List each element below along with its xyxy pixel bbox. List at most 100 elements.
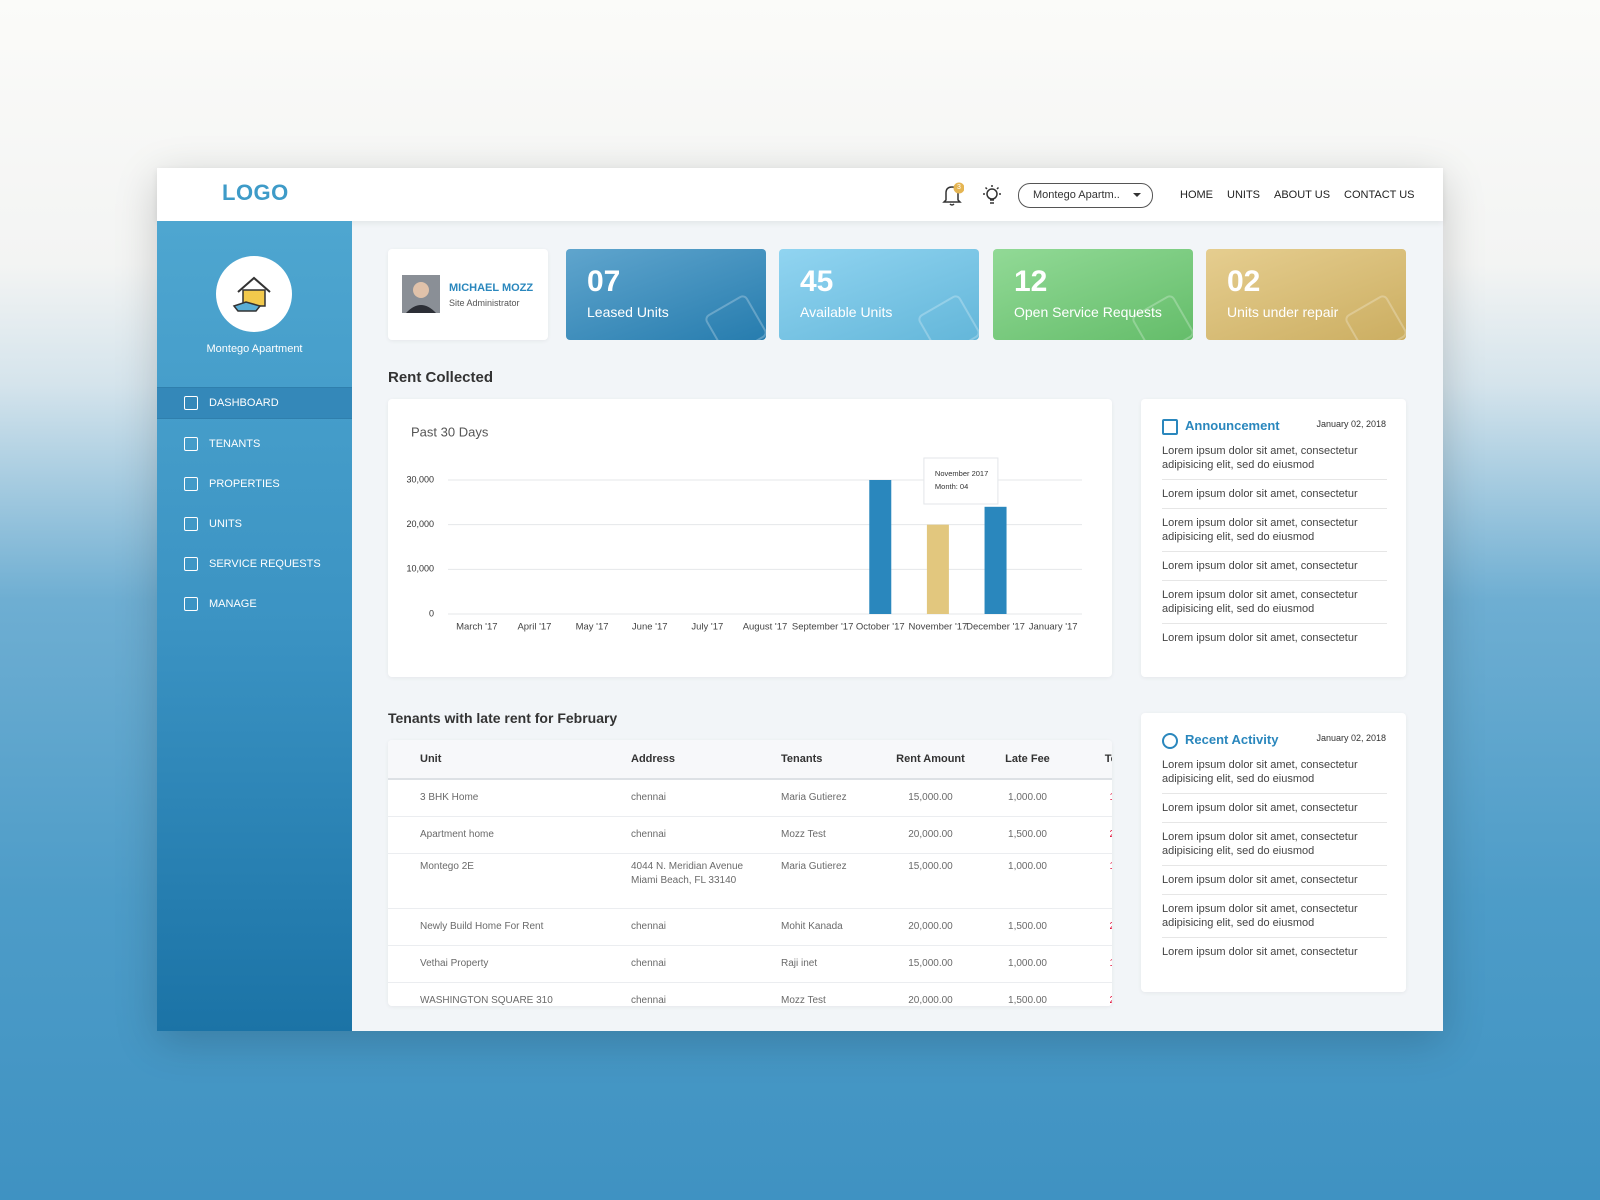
stat-watermark	[916, 293, 979, 340]
table-cell: Mozz Test	[780, 816, 882, 854]
table-cell: 1,000.00	[979, 853, 1076, 909]
x-tick-label: August '17	[743, 622, 788, 633]
menu-item[interactable]: DASHBOARD	[157, 387, 352, 419]
column-header: Late Fee	[979, 740, 1076, 780]
header	[157, 168, 1443, 221]
bar	[926, 524, 949, 614]
nav-link[interactable]: HOME	[1180, 189, 1213, 201]
table-cell: chennai	[630, 908, 780, 946]
menu-icon	[184, 597, 198, 611]
bar	[869, 480, 892, 614]
stat-value: 45	[800, 265, 834, 298]
chart-title: Past 30 Days	[411, 424, 489, 439]
list-item: Lorem ipsum dolor sit amet, consectetur	[1162, 794, 1387, 823]
x-tick-label: January '17	[1029, 622, 1078, 633]
panel-date: January 02, 2018	[1316, 733, 1386, 743]
table-row: Newly Build Home For Rent chennai Mohit Ka…	[388, 908, 1112, 946]
stat-card[interactable]: 07 Leased Units	[566, 249, 766, 340]
menu-item[interactable]: MANAGE	[157, 589, 352, 619]
table-cell: chennai	[630, 779, 780, 817]
stat-card[interactable]: 12 Open Service Requests	[993, 249, 1193, 340]
stat-label: Units under repair	[1227, 304, 1339, 320]
table-cell: Apartment home	[388, 816, 630, 854]
bulb-icon	[986, 188, 998, 200]
list-item: Lorem ipsum dolor sit amet, consectetur …	[1162, 895, 1387, 938]
stat-watermark	[1343, 293, 1406, 340]
menu-label: PROPERTIES	[209, 478, 280, 490]
notification-bell[interactable]	[940, 182, 964, 208]
menu-icon	[184, 477, 198, 491]
panel-icon	[1162, 733, 1178, 749]
table-cell: Vethai Property	[388, 945, 630, 983]
list-item: Lorem ipsum dolor sit amet, consectetur	[1162, 632, 1358, 644]
menu-label: TENANTS	[209, 438, 261, 450]
menu-icon	[184, 437, 198, 451]
panel-title: Recent Activity	[1185, 732, 1279, 747]
menu-item[interactable]: TENANTS	[157, 429, 352, 459]
table-cell: 16,000.00	[1076, 779, 1112, 817]
profile-name: MICHAEL MOZZ	[449, 282, 534, 294]
nav-link[interactable]: ABOUT US	[1274, 189, 1331, 201]
menu-icon	[184, 517, 198, 531]
table-cell: 21,500.00	[1076, 982, 1112, 1006]
table-cell: 3 BHK Home	[388, 779, 630, 817]
x-tick-label: June '17	[632, 622, 668, 633]
table-cell: 1,000.00	[979, 945, 1076, 983]
panel-date: January 02, 2018	[1316, 419, 1386, 429]
property-name: Montego Apartment	[206, 343, 303, 355]
x-tick-label: December '17	[966, 622, 1025, 633]
stat-watermark	[703, 293, 766, 340]
table-cell: chennai	[630, 982, 780, 1006]
table-cell: Maria Gutierez	[780, 853, 882, 909]
table-cell: chennai	[630, 945, 780, 983]
table-cell: 1,000.00	[979, 779, 1076, 817]
table-row: 3 BHK Home chennai Maria Gutierez 15,000.00…	[388, 779, 1112, 817]
photo-face	[413, 282, 429, 298]
table-cell: 20,000.00	[882, 908, 979, 946]
panel-icon	[1162, 419, 1178, 435]
stat-card[interactable]: 45 Available Units	[779, 249, 979, 340]
top-nav: HOME UNITS ABOUT US CONTACT US	[1180, 189, 1415, 201]
table-cell: Montego 2E	[388, 853, 630, 909]
bulb-rays	[983, 185, 1001, 204]
table-cell: Mohit Kanada	[780, 908, 882, 946]
stat-label: Leased Units	[587, 304, 669, 320]
bar	[984, 506, 1007, 614]
panel-title: Announcement	[1185, 418, 1280, 433]
list-item: Lorem ipsum dolor sit amet, consectetur …	[1162, 823, 1387, 866]
menu-item[interactable]: PROPERTIES	[157, 469, 352, 499]
table-row: Apartment home chennai Mozz Test 20,000.00 1…	[388, 816, 1112, 854]
table-cell: 1,500.00	[979, 816, 1076, 854]
badge-count: 3	[957, 184, 961, 191]
menu-label: SERVICE REQUESTS	[209, 558, 321, 570]
nav-link[interactable]: UNITS	[1227, 189, 1260, 201]
logo[interactable]: LOGO	[222, 180, 289, 205]
column-header: Address	[630, 740, 780, 780]
table-cell: 20,000.00	[882, 982, 979, 1006]
table-cell: WASHINGTON SQUARE 310	[388, 982, 630, 1006]
table-cell: Mozz Test	[780, 982, 882, 1006]
sidebar-menu: DASHBOARD TENANTS PROPERTIES UNITS SERVICE R…	[157, 387, 352, 629]
y-tick-label: 10,000	[406, 564, 434, 574]
column-header: Tenants	[780, 740, 882, 780]
menu-item[interactable]: UNITS	[157, 509, 352, 539]
y-tick-label: 20,000	[406, 519, 434, 529]
table-row: WASHINGTON SQUARE 310 chennai Mozz Test 20,…	[388, 982, 1112, 1006]
table-cell: 4044 N. Meridian Avenue Miami Beach, FL …	[630, 853, 780, 909]
table-cell: 15,000.00	[882, 779, 979, 817]
property-select-text: Montego Apartm..	[1033, 189, 1120, 201]
bell-clapper	[949, 203, 955, 206]
nav-link[interactable]: CONTACT US	[1344, 189, 1415, 201]
x-tick-label: April '17	[517, 622, 551, 633]
x-tick-label: July '17	[691, 622, 723, 633]
stat-value: 12	[1014, 265, 1048, 298]
stat-value: 02	[1227, 265, 1261, 298]
property-select[interactable]	[1018, 183, 1153, 208]
menu-item[interactable]: SERVICE REQUESTS	[157, 549, 352, 579]
stat-card[interactable]: 02 Units under repair	[1206, 249, 1406, 340]
theme-bulb[interactable]	[980, 183, 1004, 207]
